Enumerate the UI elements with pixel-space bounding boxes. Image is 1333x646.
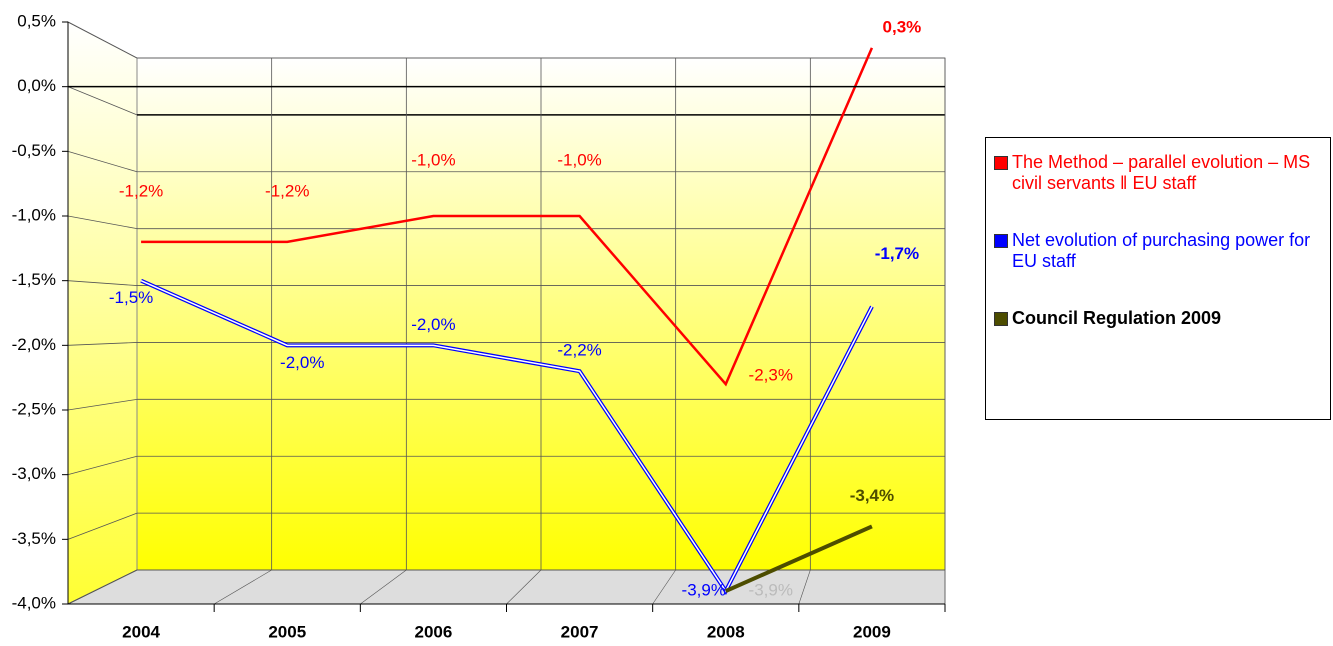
legend-label: Net evolution of purchasing power for EU… [1012,230,1311,271]
floor-line [67,569,138,605]
data-label: -2,0% [280,353,324,372]
y-tick-label: -0,5% [12,141,56,160]
legend: The Method – parallel evolution – MS civ… [985,137,1331,420]
legend-label: Council Regulation 2009 [1012,308,1222,328]
line-highlight [140,279,873,593]
y-tick-label: -2,0% [12,335,56,354]
floor-line [214,569,272,605]
y-tick-label: -1,5% [12,270,56,289]
x-tick-label: 2005 [268,622,306,641]
data-label: -1,0% [411,150,455,169]
data-label: -1,0% [557,150,601,169]
y-tick-label: -3,0% [12,464,56,483]
data-label: -2,3% [749,366,793,385]
legend-label: The Method – parallel evolution – MS civ… [1012,152,1311,193]
legend-swatch [994,312,1008,326]
x-tick-label: 2006 [415,622,453,641]
grid-line-side [67,215,138,230]
x-tick-label: 2007 [561,622,599,641]
x-tick-label: 2008 [707,622,745,641]
y-tick-label: -3,5% [12,529,56,548]
y-tick-label: -1,0% [12,205,56,224]
grid-line-side [67,86,138,116]
data-label: -1,2% [119,181,163,200]
y-tick-label: 0,0% [17,76,56,95]
data-label: -1,2% [265,181,309,200]
data-label: -2,2% [557,341,601,360]
legend-entry: Net evolution of purchasing power for EU… [994,230,1322,272]
legend-entry: Council Regulation 2009 [994,308,1322,329]
series-line [141,47,874,387]
data-label: -3,4% [850,486,894,505]
data-label: -1,7% [875,244,919,263]
legend-swatch [994,156,1008,170]
y-tick-label: -2,5% [12,399,56,418]
data-label: -1,5% [109,288,153,307]
grid-line-side [67,455,138,476]
grid-line-side [67,512,138,540]
floor [67,569,946,605]
floor-line [506,569,542,605]
series-line [724,524,873,593]
data-label: -2,0% [411,315,455,334]
x-tick-label: 2009 [853,622,891,641]
floor-line [798,569,811,605]
floor-line [652,569,676,605]
grid-line-side [67,342,138,346]
data-label: -3,9% [682,581,726,600]
grid-line-side [67,280,138,286]
data-label: -3,9% [749,581,793,600]
y-tick-label: -4,0% [12,593,56,612]
x-tick-label: 2004 [122,622,160,641]
grid-line-side [67,150,138,173]
grid-line-side [67,398,138,411]
data-label: 0,3% [883,17,922,36]
y-tick-label: 0,5% [17,11,56,30]
floor-line [360,569,407,605]
legend-swatch [994,234,1008,248]
legend-entry: The Method – parallel evolution – MS civ… [994,152,1322,194]
grid-line-side [67,21,138,59]
